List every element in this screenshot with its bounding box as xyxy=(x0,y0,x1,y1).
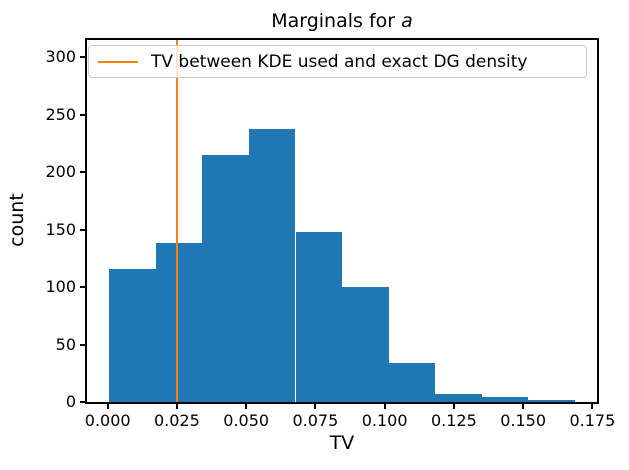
tv-vline xyxy=(175,40,179,402)
x-tick-label: 0.125 xyxy=(430,411,477,430)
histogram-bar xyxy=(481,397,529,402)
x-axis-tick-mark xyxy=(591,404,594,409)
x-tick-label: 0.025 xyxy=(153,411,200,430)
x-tick-label: 0.075 xyxy=(292,411,339,430)
y-axis-label: count xyxy=(6,193,28,247)
y-axis-tick-mark xyxy=(80,56,85,59)
legend-label: TV between KDE used and exact DG density xyxy=(151,51,528,72)
y-axis-tick-mark xyxy=(80,228,85,231)
chart-title-variable: a xyxy=(401,10,413,32)
chart-title: Marginals for a xyxy=(85,10,599,32)
x-tick-label: 0.150 xyxy=(500,411,546,430)
histogram-bar xyxy=(295,231,342,402)
x-tick-label: 0.175 xyxy=(569,411,616,430)
y-tick-label: 0 xyxy=(65,392,76,411)
histogram-bar xyxy=(388,362,435,402)
plot-area: TV between KDE used and exact DG density xyxy=(85,38,599,404)
y-axis-tick-mark xyxy=(80,171,85,174)
histogram-bar xyxy=(248,128,296,402)
x-tick-label: 0.000 xyxy=(84,411,131,430)
histogram-bar xyxy=(155,243,203,402)
y-tick-label: 200 xyxy=(45,162,76,182)
y-axis-tick-mark xyxy=(80,401,85,403)
histogram-bar xyxy=(435,394,482,402)
legend-line-sample-icon xyxy=(98,60,138,63)
x-tick-label: 0.100 xyxy=(361,411,408,430)
y-tick-label: 150 xyxy=(45,219,76,239)
y-axis-tick-mark xyxy=(80,113,85,116)
x-axis-tick-mark xyxy=(383,404,386,409)
x-axis-label: TV xyxy=(329,432,355,454)
x-axis-tick-mark xyxy=(452,404,455,409)
y-tick-label: 250 xyxy=(45,104,76,124)
y-tick-label: 50 xyxy=(55,334,76,354)
histogram-bar xyxy=(342,287,389,402)
y-tick-label: 100 xyxy=(45,277,76,297)
x-axis-tick-mark xyxy=(106,404,109,409)
histogram-bar xyxy=(109,268,156,402)
x-tick-label: 0.050 xyxy=(223,411,270,430)
x-axis-tick-mark xyxy=(175,404,178,409)
legend: TV between KDE used and exact DG density xyxy=(88,45,587,78)
y-tick-label: 300 xyxy=(45,47,76,67)
x-axis-tick-mark xyxy=(314,404,317,409)
chart-title-text: Marginals for xyxy=(271,10,402,32)
x-axis-tick-mark xyxy=(522,404,525,409)
y-axis-tick-mark xyxy=(80,286,85,289)
histogram-bar xyxy=(528,399,575,402)
y-axis-tick-mark xyxy=(80,343,85,346)
x-axis-tick-mark xyxy=(245,404,248,409)
histogram-bar xyxy=(202,154,249,402)
